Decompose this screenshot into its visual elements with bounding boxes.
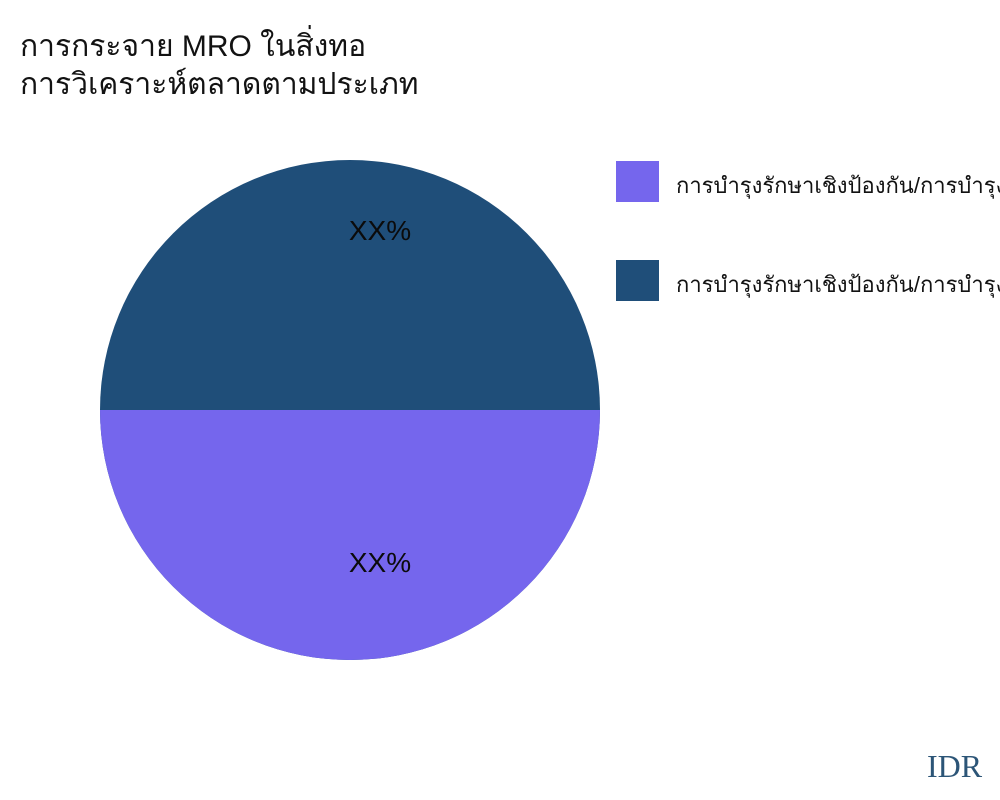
svg-text:XX%: XX% [349,547,411,578]
svg-text:XX%: XX% [349,215,411,246]
